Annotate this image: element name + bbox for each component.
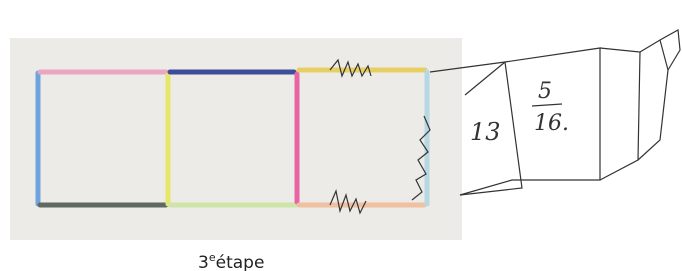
- caption: 3eétape: [198, 251, 264, 271]
- caption-number: 3: [198, 253, 209, 271]
- handwriting: 16.: [534, 111, 569, 136]
- page: 13 5 16. 3eétape (() => { const data = J…: [0, 0, 682, 271]
- fraction-bar: [532, 104, 562, 106]
- scene: 13 5 16. 3eétape: [0, 0, 682, 271]
- handwriting: 5: [538, 79, 552, 104]
- caption-word: étape: [216, 253, 265, 271]
- handwriting: 13: [470, 118, 501, 146]
